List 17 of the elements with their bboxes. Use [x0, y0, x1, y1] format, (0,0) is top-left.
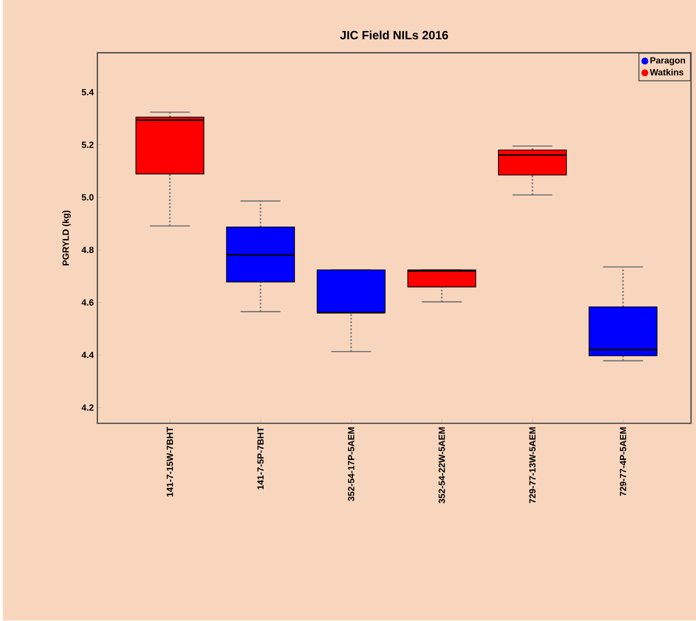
y-tick-label: 4.6 [82, 299, 94, 306]
y-tick-label: 4.2 [82, 404, 94, 411]
chart-title: JIC Field NILs 2016 [340, 30, 448, 40]
legend-label: Paragon [650, 57, 685, 66]
y-axis-title: PGRYLD (kg) [62, 210, 71, 266]
x-tick-label: 141-7-5P-7BHT [257, 427, 264, 490]
y-tick-label: 5.2 [82, 142, 94, 148]
x-tick-label: 352-54-22W-5AEM [438, 428, 445, 504]
x-tick-label: 729-77-13W-5AEM [529, 428, 536, 504]
legend-label: Watkins [650, 69, 684, 76]
x-tick-label: 141-7-15W-7BHT [166, 427, 174, 497]
y-tick-label: 5.0 [82, 194, 94, 201]
x-tick-label: 352-54-17P-5AEM [348, 428, 354, 502]
y-tick-label: 5.4 [82, 89, 94, 96]
x-tick-label: 729-77-4P-5AEM [620, 428, 626, 496]
y-tick-label: 4.8 [82, 246, 94, 254]
y-tick-label: 4.4 [82, 352, 94, 358]
